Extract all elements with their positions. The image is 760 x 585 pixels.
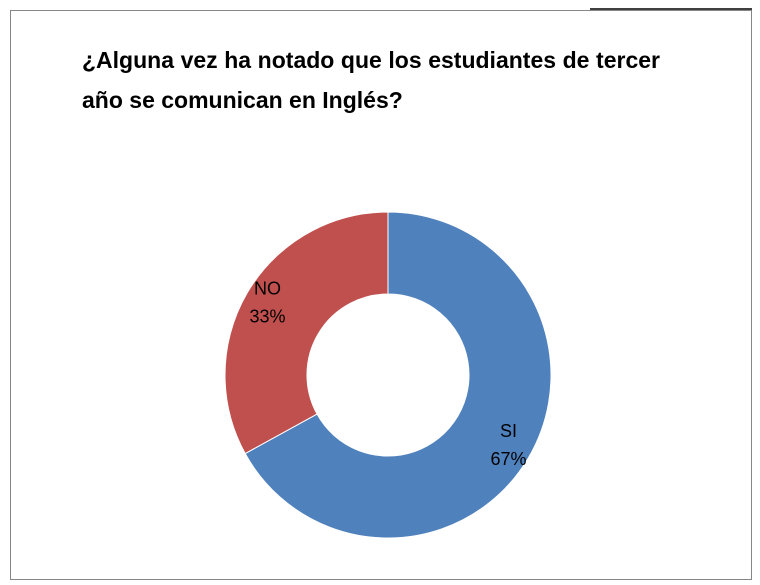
slice-value-label: 67%: [490, 449, 526, 469]
slice-category-label: NO: [254, 278, 281, 298]
donut-slice: [224, 211, 389, 455]
slice-category-label: SI: [500, 421, 517, 441]
corner-patch: [590, 0, 760, 10]
donut-slice: [244, 211, 552, 539]
chart-title: ¿Alguna vez ha notado que los estudiante…: [82, 47, 660, 113]
slice-value-label: 33%: [249, 306, 285, 326]
